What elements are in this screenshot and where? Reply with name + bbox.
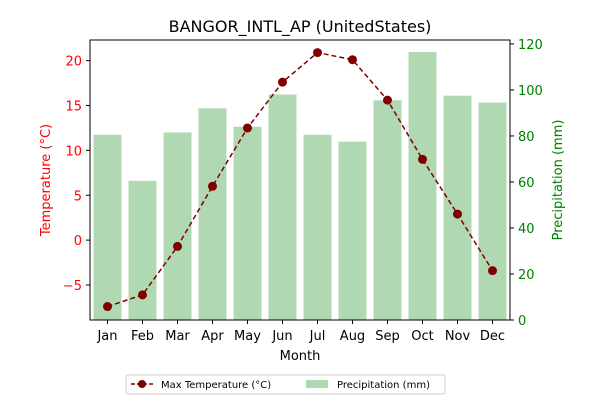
temperature-point-jul (313, 48, 322, 58)
plot-frame (89, 39, 511, 321)
right-tick-label: 0 (518, 314, 526, 329)
left-axis-ticks: −5 0 5 10 15 20 (63, 55, 90, 294)
left-tick-label: 10 (65, 144, 82, 159)
legend: Max Temperature (°C) Precipitation (mm) (125, 374, 446, 395)
precipitation-bar-jan (93, 134, 122, 320)
x-tick-label: Jun (271, 329, 292, 344)
right-tick-label: 100 (518, 84, 543, 99)
temperature-point-dec (488, 266, 497, 276)
temperature-point-aug (348, 55, 357, 65)
temperature-point-feb (138, 290, 147, 300)
precipitation-bar-sep (373, 100, 402, 320)
right-tick-label: 120 (518, 38, 543, 53)
legend-frame (125, 374, 446, 395)
x-axis-label: Month (280, 349, 321, 364)
precipitation-bar-jul (303, 134, 332, 320)
legend-label-temperature: Max Temperature (°C) (161, 380, 271, 391)
temperature-point-nov (453, 209, 462, 219)
left-tick-label: 0 (74, 234, 82, 249)
x-tick-label: Mar (165, 329, 190, 344)
left-tick-label: 5 (74, 189, 82, 204)
temperature-point-may (243, 123, 252, 133)
precipitation-bar-oct (408, 51, 437, 321)
precipitation-bars (93, 51, 507, 321)
x-tick-label: Feb (131, 329, 154, 344)
x-tick-label: Jul (309, 329, 326, 344)
temperature-line-path (107, 51, 494, 308)
right-tick-label: 20 (518, 268, 535, 283)
legend-line-dot (138, 380, 146, 388)
left-tick-label: 15 (65, 100, 82, 115)
right-tick-label: 40 (518, 222, 535, 237)
precipitation-bar-nov (443, 95, 472, 321)
temperature-line (103, 48, 497, 312)
x-tick-label: Nov (445, 329, 471, 344)
temperature-point-jan (103, 302, 112, 312)
precipitation-bar-apr (198, 108, 227, 320)
right-tick-label: 80 (518, 130, 535, 145)
x-tick-label: Apr (201, 329, 224, 344)
x-tick-label: Aug (340, 329, 365, 344)
precipitation-bar-may (233, 126, 262, 320)
x-tick-label: Oct (411, 329, 433, 344)
x-tick-label: Sep (375, 329, 400, 344)
left-tick-label: −5 (63, 279, 82, 294)
x-tick-label: May (234, 329, 261, 344)
right-tick-label: 60 (518, 176, 535, 191)
precipitation-bar-jun (268, 94, 297, 320)
right-axis-label: Precipitation (mm) (551, 120, 566, 241)
x-tick-label: Dec (480, 329, 505, 344)
precipitation-bar-mar (163, 132, 192, 320)
left-axis-label: Temperature (°C) (39, 124, 54, 237)
temperature-point-mar (173, 241, 182, 251)
left-tick-label: 20 (65, 55, 82, 70)
precipitation-bar-aug (338, 141, 367, 320)
temperature-point-jun (278, 77, 287, 87)
legend-bar-swatch (306, 380, 328, 388)
x-axis-ticks: Jan Feb Mar Apr May Jun Jul Aug Sep Oct Nov Dec (96, 320, 505, 344)
legend-label-precipitation: Precipitation (mm) (337, 380, 430, 391)
temperature-point-sep (383, 95, 392, 105)
precipitation-bar-dec (478, 102, 507, 321)
temperature-point-oct (418, 154, 427, 164)
chart-title: BANGOR_INTL_AP (UnitedStates) (169, 17, 432, 37)
x-tick-label: Jan (96, 329, 117, 344)
temperature-point-apr (208, 181, 217, 191)
right-axis-ticks: 0 20 40 60 80 100 120 (510, 38, 543, 329)
